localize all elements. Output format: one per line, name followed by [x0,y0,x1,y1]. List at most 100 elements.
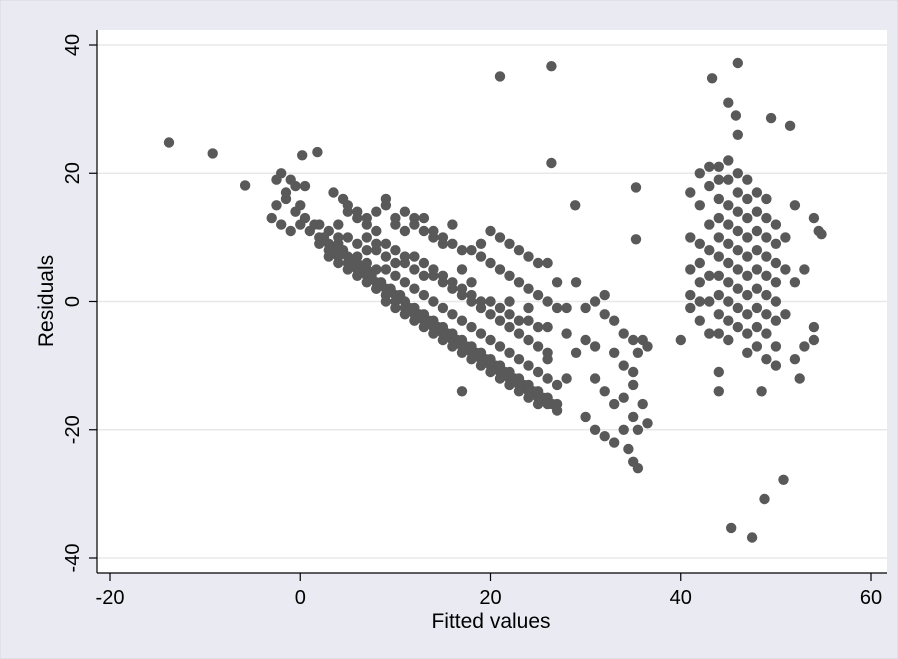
scatter-point [704,270,715,281]
scatter-points [163,57,827,543]
scatter-point [504,238,515,249]
scatter-point [447,277,458,288]
scatter-point [789,277,801,288]
scatter-point [409,264,420,275]
scatter-point [380,264,392,275]
scatter-point [759,493,770,505]
scatter-point [532,321,544,333]
scatter-point [523,360,534,371]
scatter-point [730,110,742,121]
scatter-point [504,309,515,320]
scatter-point [770,277,782,288]
scatter-point [475,302,487,314]
scatter-point [742,289,753,301]
scatter-point [628,411,639,423]
scatter-point [632,424,644,435]
scatter-point [323,225,334,237]
scatter-point [816,229,827,240]
scatter-point [704,161,715,172]
scatter-point [723,277,734,288]
scatter-point [713,289,724,301]
scatter-point [742,174,753,185]
scatter-point [428,296,439,307]
y-tick-label: -20 [62,415,84,444]
scatter-point [513,328,525,339]
scatter-point [706,73,718,84]
scatter-point [456,347,468,358]
scatter-point [609,315,620,326]
scatter-point [713,328,724,339]
scatter-point [561,302,572,314]
scatter-point [685,187,696,198]
scatter-point [418,257,430,269]
scatter-point [628,334,639,346]
scatter-point [390,257,401,269]
scatter-point [770,238,782,249]
scatter-point [532,366,544,378]
scatter-point [399,206,411,217]
scatter-point [380,296,392,307]
scatter-point [513,386,525,397]
scatter-point [428,264,439,275]
scatter-point [723,200,734,211]
scatter-point [713,386,724,397]
scatter-point [723,296,734,307]
scatter-point [770,296,782,307]
scatter-point [628,379,639,391]
scatter-point [312,146,323,158]
scatter-point [447,309,458,320]
scatter-point [761,354,772,365]
scatter-point [494,373,506,384]
scatter-point [428,328,439,339]
scatter-point [723,174,734,185]
scatter-point [456,264,468,275]
scatter-point [371,225,382,237]
scatter-point [271,200,282,211]
scatter-point [456,245,468,256]
scatter-point [418,212,430,224]
scatter-point [314,238,325,249]
scatter-point [371,238,382,249]
scatter-point [742,347,753,358]
scatter-point [723,315,734,326]
scatter-point [361,212,372,224]
scatter-point [751,187,763,198]
scatter-point [409,219,420,230]
scatter-point [742,193,753,205]
scatter-point [628,366,639,378]
scatter-point [475,328,487,339]
scatter-point [746,532,758,543]
scatter-point [704,180,715,192]
scatter-point [732,57,743,69]
x-tick-label: -20 [96,587,125,609]
scatter-point [780,264,791,275]
scatter-point [732,168,743,179]
scatter-point [675,334,686,346]
x-tick-label: 0 [295,587,306,609]
scatter-point [694,296,705,307]
scatter-point [513,354,525,365]
scatter-point [799,341,810,352]
scatter-point [637,398,648,410]
scatter-point [618,328,629,339]
scatter-point [371,206,382,217]
scatter-point [466,277,477,288]
scatter-point [361,257,372,269]
scatter-point [447,238,458,249]
scatter-point [770,257,782,269]
scatter-point [732,264,743,275]
scatter-point [390,302,401,314]
scatter-point [523,334,534,346]
scatter-point [504,270,515,281]
scatter-point [380,238,392,249]
scatter-point [723,219,734,230]
scatter-point [352,251,363,262]
scatter-point [475,360,487,371]
scatter-point [380,193,392,205]
scatter-point [352,206,363,217]
scatter-point [542,296,553,307]
scatter-point [732,321,743,333]
y-axis-title: Residuals [35,255,58,347]
scatter-point [589,373,601,384]
scatter-point [713,251,724,262]
